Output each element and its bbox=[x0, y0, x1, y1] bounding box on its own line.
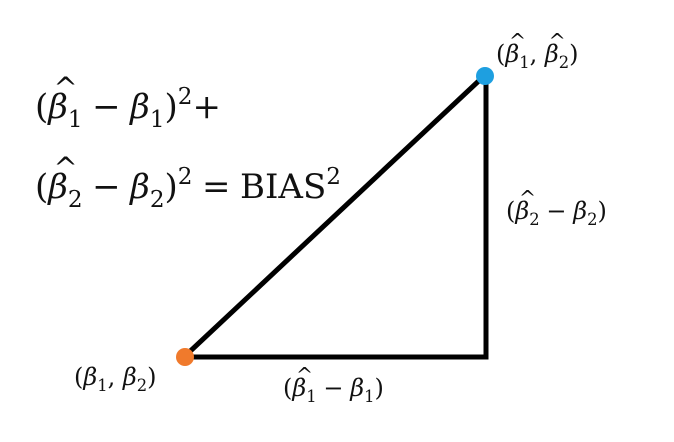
beta: β bbox=[573, 197, 588, 225]
exponent: 2 bbox=[177, 83, 193, 110]
equals-sign: = bbox=[202, 167, 231, 207]
beta-hat: β bbox=[515, 188, 536, 223]
bias-term: BIAS bbox=[240, 167, 327, 207]
subscript: 1 bbox=[67, 106, 83, 133]
beta-1: β bbox=[83, 363, 98, 391]
subscript: 1 bbox=[149, 106, 165, 133]
minus-sign: − bbox=[92, 167, 121, 207]
beta-hat: β bbox=[48, 74, 77, 124]
subscript: 2 bbox=[529, 210, 540, 230]
beta-hat: β bbox=[48, 154, 77, 204]
beta-2: β bbox=[122, 363, 137, 391]
subscript-2: 2 bbox=[558, 53, 570, 73]
subscript: 1 bbox=[364, 387, 375, 407]
subscript-2: 2 bbox=[136, 376, 148, 396]
open-paren: ( bbox=[496, 40, 506, 68]
equation-line-2: (β2−β2)2=BIAS2 bbox=[35, 154, 341, 211]
open-paren: ( bbox=[74, 363, 84, 391]
subscript: 2 bbox=[587, 210, 598, 230]
beta: β bbox=[130, 167, 150, 207]
close-paren: ) bbox=[569, 40, 579, 68]
true-point-label: (β1, β2) bbox=[74, 363, 157, 394]
open-paren: ( bbox=[283, 374, 293, 402]
plus-sign: + bbox=[192, 87, 221, 127]
estimate-point bbox=[476, 67, 494, 85]
exponent: 2 bbox=[177, 163, 193, 190]
beta-hat-2: β bbox=[545, 31, 566, 66]
comma: , bbox=[529, 40, 545, 68]
subscript: 1 bbox=[306, 387, 317, 407]
close-paren: ) bbox=[164, 87, 178, 127]
minus-sign: − bbox=[323, 374, 344, 402]
horizontal-leg-label: (β1−β1) bbox=[283, 365, 384, 405]
open-paren: ( bbox=[35, 167, 49, 207]
open-paren: ( bbox=[35, 87, 49, 127]
minus-sign: − bbox=[546, 197, 567, 225]
close-paren: ) bbox=[597, 197, 607, 225]
subscript: 2 bbox=[149, 186, 165, 213]
close-paren: ) bbox=[374, 374, 384, 402]
beta-hat: β bbox=[292, 365, 313, 400]
estimate-point-label: (β1, β2) bbox=[496, 31, 579, 71]
subscript: 2 bbox=[67, 186, 83, 213]
beta: β bbox=[130, 87, 150, 127]
hypotenuse-line bbox=[181, 73, 487, 360]
subscript-1: 1 bbox=[519, 53, 530, 73]
minus-sign: − bbox=[92, 87, 121, 127]
open-paren: ( bbox=[506, 197, 516, 225]
vertical-leg-label: (β2−β2) bbox=[506, 188, 607, 228]
true-parameter-point bbox=[176, 348, 194, 366]
bias-exponent: 2 bbox=[326, 163, 341, 190]
close-paren: ) bbox=[147, 363, 157, 391]
close-paren: ) bbox=[164, 167, 178, 207]
beta: β bbox=[350, 374, 365, 402]
comma: , bbox=[107, 363, 123, 391]
subscript-1: 1 bbox=[97, 376, 108, 396]
beta-hat-1: β bbox=[505, 31, 526, 66]
equation-line-1: (β1−β1)2+ bbox=[35, 74, 221, 131]
